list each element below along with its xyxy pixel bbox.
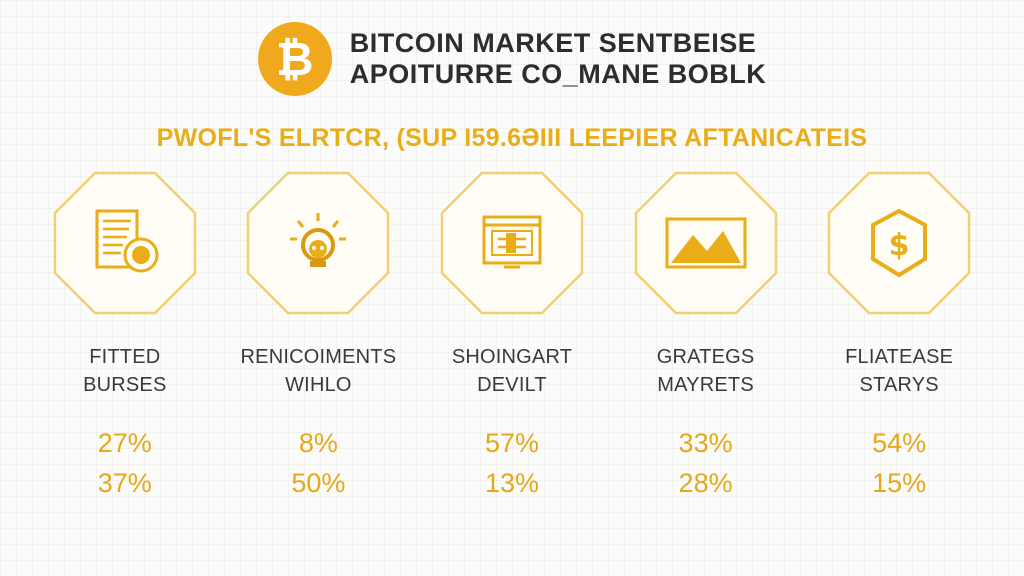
category-label: FLIATEASE STARYS [845,346,954,396]
octagon-frame [245,170,391,316]
title-line-2: APOITURRE CO_MANE BOBLK [349,59,767,89]
category-percentages: 54% 15% [872,423,926,503]
category-percentages: 27% 37% [98,423,152,503]
header: ₿ BITCOIN MARKET SENTBEISE APOITURRE CO_… [0,22,1024,96]
category-label: RENICOIMENTS WIHLO [240,346,397,396]
mountain-chart-icon [633,170,779,316]
category-item: SHOINGART DEVILT 57% 13% [427,170,597,503]
percent-primary: 8% [298,428,338,458]
category-item: $ FLIATEASE STARYS 54% 15% [814,170,984,503]
percent-primary: 57% [484,428,539,458]
category-item: GRATEGS MAYRETS 33% 28% [621,170,791,503]
octagon-frame [633,170,779,316]
percent-secondary: 50% [291,468,346,498]
category-item: RENICOIMENTS WIHLO 8% 50% [233,170,403,503]
percent-primary: 33% [678,428,733,458]
document-coin-icon [52,170,198,316]
category-list: FITTED BURSES 27% 37% [0,170,1024,503]
title-block: BITCOIN MARKET SENTBEISE APOITURRE CO_MA… [350,28,767,90]
lightbulb-face-icon [245,170,391,316]
svg-text:$: $ [889,228,910,263]
percent-secondary: 28% [678,468,733,498]
percent-primary: 27% [97,428,152,458]
octagon-frame [52,170,198,316]
percent-secondary: 15% [872,468,927,498]
percent-secondary: 13% [484,468,539,498]
percent-primary: 54% [872,428,927,458]
category-percentages: 57% 13% [485,423,539,503]
category-item: FITTED BURSES 27% 37% [40,170,210,503]
title-line-1: BITCOIN MARKET SENTBEISE [349,28,757,58]
percent-secondary: 37% [97,468,152,498]
octagon-frame: $ [826,170,972,316]
octagon-frame [439,170,585,316]
category-label: SHOINGART DEVILT [451,346,573,396]
category-label: GRATEGS MAYRETS [656,346,755,396]
category-percentages: 8% 50% [291,423,345,503]
bitcoin-logo-icon: ₿ [257,22,332,96]
category-label: FITTED BURSES [83,346,167,396]
window-chart-icon [439,170,585,316]
category-percentages: 33% 28% [679,423,733,503]
dollar-shield-icon: $ [826,170,972,316]
subtitle: PWOFL'S ELRTCR, (SUP I59.6ƏIII LEEPIER A… [156,124,868,152]
